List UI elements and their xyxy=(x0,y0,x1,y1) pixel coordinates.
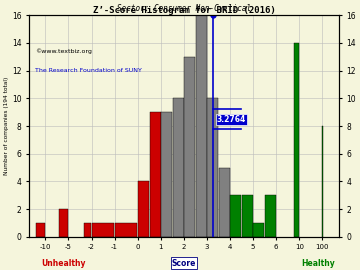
Text: 3.2764: 3.2764 xyxy=(217,114,246,124)
Bar xyxy=(173,98,184,237)
Bar xyxy=(265,195,276,237)
Text: Score: Score xyxy=(172,259,196,268)
Bar xyxy=(196,15,207,237)
Bar xyxy=(207,98,218,237)
Bar xyxy=(36,223,45,237)
Text: The Research Foundation of SUNY: The Research Foundation of SUNY xyxy=(35,68,142,73)
Text: Healthy: Healthy xyxy=(301,259,335,268)
Bar xyxy=(322,126,323,237)
Bar xyxy=(138,181,149,237)
Text: Unhealthy: Unhealthy xyxy=(42,259,86,268)
Bar xyxy=(219,168,230,237)
Y-axis label: Number of companies (194 total): Number of companies (194 total) xyxy=(4,77,9,175)
Bar xyxy=(84,223,91,237)
Bar xyxy=(161,112,172,237)
Bar xyxy=(115,223,137,237)
Bar xyxy=(294,43,299,237)
Bar xyxy=(149,112,161,237)
Bar xyxy=(230,195,241,237)
Bar xyxy=(242,195,253,237)
Text: Sector: Consumer Non-Cyclical: Sector: Consumer Non-Cyclical xyxy=(117,4,251,13)
Bar xyxy=(253,223,264,237)
Bar xyxy=(59,209,68,237)
Bar xyxy=(184,57,195,237)
Text: ©www.textbiz.org: ©www.textbiz.org xyxy=(35,49,92,54)
Title: Z’-Score Histogram for BRID (2016): Z’-Score Histogram for BRID (2016) xyxy=(93,6,275,15)
Bar xyxy=(92,223,114,237)
